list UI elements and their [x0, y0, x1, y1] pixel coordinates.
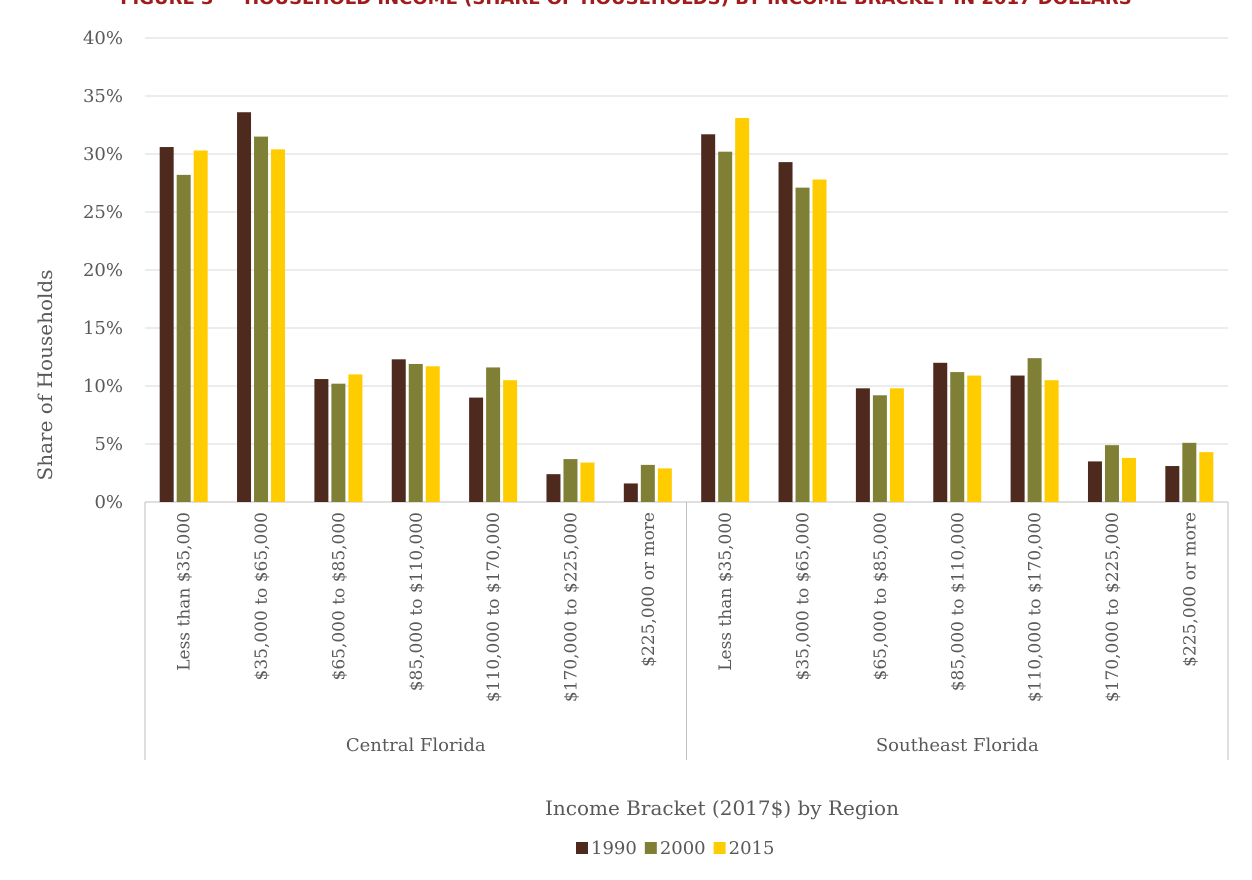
- bar-2000: [1182, 442, 1197, 502]
- bar-2000: [563, 459, 578, 502]
- bar-2000: [176, 174, 191, 502]
- bar-2015: [1121, 457, 1136, 502]
- y-axis-title: Share of Households: [33, 270, 57, 481]
- x-tick-label: $65,000 to $85,000: [329, 512, 349, 680]
- x-tick-label: $225,000 or more: [1180, 512, 1200, 667]
- x-tick-label: Less than $35,000: [175, 512, 195, 671]
- chart-title: FIGURE 3 — HOUSEHOLD INCOME (SHARE OF HO…: [120, 0, 1131, 9]
- bar-1990: [1087, 461, 1102, 502]
- bar-2015: [348, 374, 363, 502]
- x-axis: Less than $35,000 $35,000 to $65,000 $65,0…: [144, 502, 1229, 760]
- bar-1990: [1010, 375, 1025, 502]
- bar-2000: [486, 367, 501, 502]
- x-tick-label: $170,000 to $225,000: [561, 512, 581, 702]
- legend-swatch-1990: [576, 842, 588, 854]
- bar-2000: [331, 383, 346, 502]
- legend-label: 1990: [591, 838, 637, 859]
- bar-1990: [701, 134, 716, 502]
- bar-2015: [967, 375, 982, 502]
- bar-1990: [237, 112, 252, 503]
- x-group-label: Southeast Florida: [876, 735, 1039, 756]
- bar-2015: [1199, 452, 1214, 502]
- x-tick-label: $85,000 to $110,000: [948, 512, 968, 691]
- bar-2000: [872, 395, 887, 502]
- bar-2015: [580, 462, 595, 502]
- bar-2015: [735, 118, 750, 502]
- bar-2000: [1104, 445, 1119, 502]
- bar-2015: [812, 179, 827, 502]
- x-tick-label: Less than $35,000: [716, 512, 736, 671]
- y-tick-label: 40%: [83, 28, 123, 49]
- bar-2000: [640, 464, 655, 502]
- x-tick-label: $85,000 to $110,000: [407, 512, 427, 691]
- bar-2000: [254, 136, 269, 502]
- bars: [159, 112, 1214, 503]
- bar-1990: [623, 483, 638, 502]
- y-tick-label: 30%: [83, 144, 123, 165]
- bar-1990: [778, 162, 793, 502]
- bar-1990: [546, 474, 561, 502]
- x-group-label: Central Florida: [346, 735, 486, 756]
- bar-2000: [1027, 358, 1042, 502]
- y-axis: 0% 5% 10% 15% 20% 25% 30% 35% 40%: [83, 28, 123, 513]
- bar-2015: [425, 366, 440, 502]
- bar-1990: [933, 362, 948, 502]
- legend: 1990 2000 2015: [576, 838, 774, 859]
- y-tick-label: 25%: [83, 202, 123, 223]
- bar-2015: [271, 149, 286, 503]
- y-tick-label: 15%: [83, 318, 123, 339]
- bar-2000: [408, 363, 423, 502]
- bar-1990: [469, 397, 484, 502]
- y-tick-label: 35%: [83, 86, 123, 107]
- y-tick-label: 20%: [83, 260, 123, 281]
- x-tick-label: $35,000 to $65,000: [794, 512, 814, 680]
- y-tick-label: 5%: [94, 434, 123, 455]
- legend-swatch-2015: [713, 842, 726, 854]
- bar-2015: [503, 380, 518, 502]
- bar-2000: [950, 372, 965, 502]
- bar-2000: [795, 187, 810, 502]
- grid: [145, 37, 1228, 503]
- bar-1990: [159, 147, 174, 503]
- bar-1990: [314, 379, 329, 502]
- y-tick-label: 10%: [83, 376, 123, 397]
- bar-2015: [657, 468, 672, 502]
- bar-2015: [889, 388, 904, 502]
- y-tick-label: 0%: [94, 492, 123, 513]
- bar-1990: [1165, 466, 1180, 502]
- bar-1990: [391, 359, 406, 502]
- x-tick-label: $170,000 to $225,000: [1103, 512, 1123, 702]
- bar-1990: [855, 388, 870, 502]
- x-tick-label: $35,000 to $65,000: [252, 512, 272, 680]
- bar-2015: [193, 150, 208, 502]
- x-tick-label: $110,000 to $170,000: [1026, 512, 1046, 702]
- x-tick-label: $110,000 to $170,000: [484, 512, 504, 702]
- legend-swatch-2000: [644, 842, 657, 854]
- x-tick-label: $225,000 or more: [639, 512, 659, 667]
- x-axis-title: Income Bracket (2017$) by Region: [545, 796, 899, 820]
- x-tick-label: $65,000 to $85,000: [871, 512, 891, 680]
- bar-2000: [718, 151, 733, 502]
- legend-label: 2015: [729, 838, 775, 859]
- bar-2015: [1044, 380, 1059, 502]
- legend-label: 2000: [660, 838, 706, 859]
